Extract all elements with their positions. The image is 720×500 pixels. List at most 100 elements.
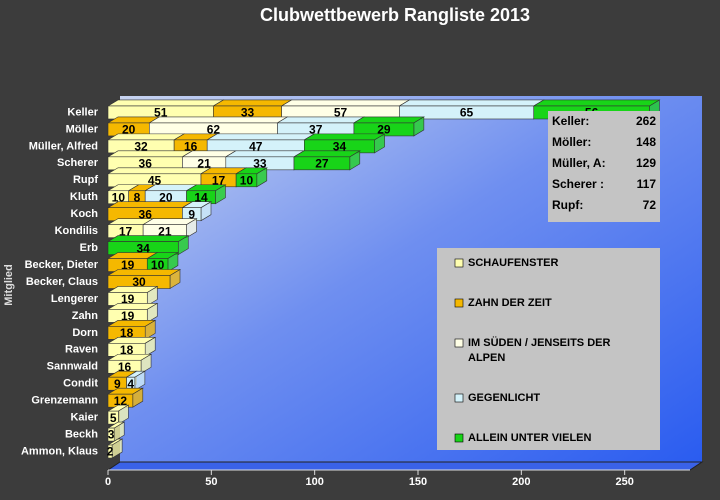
bar-value-label: 27 [315, 157, 329, 171]
bar-value-label: 36 [139, 157, 153, 171]
bar-value-label: 17 [119, 224, 133, 238]
legend-swatch [454, 393, 464, 403]
bar-value-label: 20 [159, 190, 173, 204]
bar-value-label: 14 [194, 190, 208, 204]
legend-swatch [454, 258, 464, 268]
y-tick-label: Kaier [70, 412, 98, 424]
y-tick-label: Grenzemann [31, 395, 98, 407]
bar-value-label: 10 [112, 190, 126, 204]
bar-value-label: 2 [107, 445, 114, 459]
bar [107, 410, 119, 425]
y-tick-label: Becker, Dieter [25, 259, 99, 271]
y-tick-label: Lengerer [51, 293, 99, 305]
bar-value-label: 9 [188, 207, 195, 221]
y-tick-label: Ammon, Klaus [21, 445, 98, 457]
bar-value-label: 20 [122, 123, 136, 137]
legend-label: ZAHN DER ZEIT [468, 297, 552, 309]
bar-value-label: 16 [184, 140, 198, 154]
annotation-label: Scherer : [552, 177, 604, 191]
bar-value-label: 18 [120, 326, 134, 340]
chart-title: Clubwettbewerb Rangliste 2013 [260, 5, 530, 25]
bar-value-label: 21 [158, 224, 172, 238]
y-tick-label: Condit [63, 378, 98, 390]
bar-value-label: 19 [121, 309, 135, 323]
bar-value-label: 32 [134, 140, 148, 154]
legend-swatch [454, 433, 464, 443]
legend-swatch [454, 298, 464, 308]
bar-value-label: 51 [154, 106, 168, 120]
bar [235, 173, 258, 188]
bar-value-label: 47 [249, 140, 263, 154]
bar-value-label: 36 [139, 207, 153, 221]
annotation-value: 117 [637, 177, 657, 191]
bar-value-label: 18 [120, 343, 134, 357]
bar-value-label: 9 [114, 377, 121, 391]
bar [107, 444, 113, 459]
x-tick-label: 150 [409, 476, 427, 488]
bar-value-label: 16 [118, 360, 132, 374]
y-tick-label: Zahn [72, 310, 99, 322]
legend-swatch [454, 338, 464, 348]
bar-value-label: 5 [110, 411, 117, 425]
y-tick-label: Kondilis [55, 225, 98, 237]
y-tick-label: Müller, Alfred [29, 140, 98, 152]
bar-value-label: 33 [241, 106, 255, 120]
bar-value-label: 19 [121, 292, 135, 306]
y-tick-label: Scherer [57, 157, 99, 169]
bar-value-label: 10 [240, 173, 254, 187]
legend-label: GEGENLICHT [468, 392, 540, 404]
bar-value-label: 21 [197, 157, 211, 171]
bar-value-label: 10 [151, 258, 165, 272]
y-tick-label: Beckh [65, 428, 98, 440]
bar-value-label: 62 [207, 123, 221, 137]
y-tick-label: Dorn [72, 327, 98, 339]
legend-label: IM SÜDEN / JENSEITS DER ALPEN [468, 336, 610, 364]
bar-value-label: 29 [377, 123, 391, 137]
y-tick-label: Erb [80, 242, 99, 254]
bar-value-label: 8 [134, 190, 141, 204]
bar-value-label: 17 [212, 173, 226, 187]
bar-value-label: 33 [253, 157, 267, 171]
legend-label: ALLEIN UNTER VIELEN [468, 432, 592, 444]
annotation-label: Müller, A: [552, 156, 606, 170]
y-tick-label: Keller [67, 106, 98, 118]
annotation-value: 148 [636, 135, 656, 149]
x-tick-label: 200 [512, 476, 530, 488]
annotation-value: 72 [643, 198, 657, 212]
annotation-label: Rupf: [552, 198, 583, 212]
bar [293, 156, 351, 171]
bar-value-label: 57 [334, 106, 348, 120]
bar-value-label: 19 [121, 258, 135, 272]
annotation-value: 129 [636, 156, 656, 170]
x-tick-label: 250 [615, 476, 633, 488]
bar-value-label: 34 [136, 241, 150, 255]
x-tick-label: 50 [205, 476, 217, 488]
y-tick-label: Möller [66, 123, 99, 135]
bar-value-label: 12 [114, 394, 128, 408]
bar-value-label: 3 [108, 428, 115, 442]
annotation-label: Keller: [552, 114, 589, 128]
legend-box [437, 248, 660, 450]
bar-value-label: 37 [309, 123, 323, 137]
annotation-value: 262 [636, 114, 656, 128]
y-tick-label: Rupf [73, 174, 98, 186]
y-tick-label: Sannwald [47, 361, 98, 373]
bar-value-label: 4 [127, 377, 134, 391]
legend-label: SCHAUFENSTER [468, 257, 559, 269]
y-tick-label: Koch [71, 208, 99, 220]
x-tick-label: 100 [305, 476, 323, 488]
y-axis-label: Mitglied [3, 264, 15, 306]
bar-value-label: 65 [460, 106, 474, 120]
y-tick-label: Becker, Claus [26, 276, 98, 288]
bar-value-label: 45 [148, 173, 162, 187]
y-tick-label: Kluth [70, 191, 98, 203]
bar [107, 427, 115, 442]
annotation-label: Möller: [552, 135, 591, 149]
floor [106, 461, 704, 471]
x-tick-label: 0 [105, 476, 111, 488]
bar-value-label: 30 [132, 275, 146, 289]
annotation-box [548, 111, 660, 222]
bar-value-label: 34 [333, 140, 347, 154]
y-tick-label: Raven [65, 344, 98, 356]
